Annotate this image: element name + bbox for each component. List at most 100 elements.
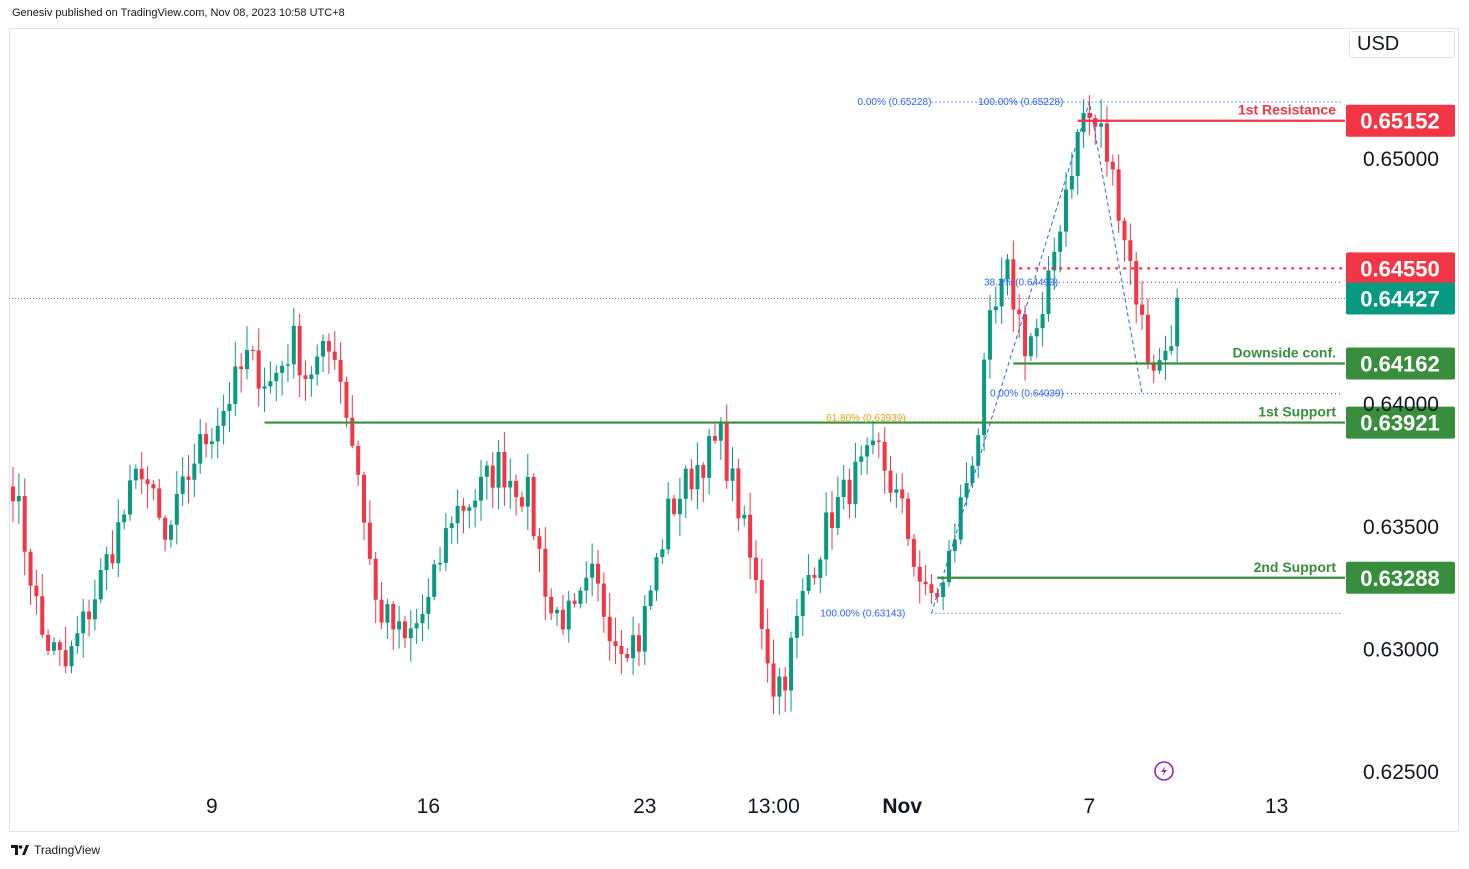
candle-body bbox=[28, 551, 33, 586]
candle-body bbox=[262, 386, 267, 389]
candle-body bbox=[859, 456, 864, 462]
candle-body bbox=[876, 440, 881, 442]
candle-body bbox=[496, 451, 501, 488]
candle-body bbox=[894, 489, 899, 493]
candle-body bbox=[882, 441, 887, 471]
candle-body bbox=[584, 577, 589, 591]
candle-body bbox=[11, 486, 15, 502]
candle-body bbox=[947, 550, 951, 583]
candle-body bbox=[555, 609, 560, 614]
price-tag-label: 0.64550 bbox=[1360, 256, 1440, 281]
currency-selector[interactable]: USD bbox=[1349, 31, 1455, 58]
candle-body bbox=[847, 479, 852, 505]
candle-body bbox=[344, 381, 349, 418]
candle-body bbox=[888, 470, 893, 493]
candle-body bbox=[970, 465, 975, 484]
candle-body bbox=[414, 623, 419, 629]
candle-body bbox=[508, 480, 513, 488]
x-tick-label: 13:00 bbox=[747, 795, 800, 818]
candle-body bbox=[549, 596, 554, 614]
candle-body bbox=[338, 359, 343, 382]
price-tag bbox=[1346, 561, 1455, 594]
level-name: 2nd Support bbox=[1254, 559, 1337, 575]
candle-body bbox=[473, 500, 478, 508]
candle-body bbox=[701, 464, 706, 478]
candle-body bbox=[525, 476, 530, 507]
candle-body bbox=[274, 372, 279, 382]
candle-body bbox=[566, 600, 571, 630]
candle-body bbox=[168, 524, 173, 540]
candle-body bbox=[1116, 169, 1121, 221]
candle-body bbox=[420, 613, 425, 624]
x-tick-label: 9 bbox=[206, 795, 218, 818]
candle-body bbox=[987, 310, 992, 360]
x-tick-label: 16 bbox=[417, 795, 440, 818]
candle-body bbox=[771, 663, 776, 697]
candle-body bbox=[449, 523, 454, 529]
candle-body bbox=[636, 635, 641, 652]
candle-body bbox=[800, 590, 805, 617]
level-name: Downside conf. bbox=[1233, 344, 1336, 360]
candle-body bbox=[590, 563, 595, 578]
candle-body bbox=[865, 445, 870, 457]
candle-body bbox=[789, 637, 794, 691]
candle-body bbox=[502, 451, 507, 488]
price-tag-label: 0.65152 bbox=[1360, 109, 1440, 134]
candle-body bbox=[1140, 304, 1145, 315]
candle-body bbox=[1011, 259, 1016, 310]
candle-body bbox=[1017, 309, 1022, 315]
candle-body bbox=[40, 596, 45, 635]
candle-body bbox=[1151, 362, 1156, 371]
candle-body bbox=[906, 498, 911, 539]
candle-body bbox=[841, 479, 846, 497]
candle-body bbox=[531, 476, 536, 537]
candle-body bbox=[713, 436, 717, 441]
candle-body bbox=[835, 496, 840, 529]
candle-body bbox=[321, 340, 326, 357]
replay-icon[interactable] bbox=[1154, 761, 1174, 781]
candle-body bbox=[69, 646, 74, 667]
candle-body bbox=[613, 641, 618, 647]
candle-body bbox=[250, 350, 255, 352]
candle-body bbox=[596, 563, 600, 584]
candle-body bbox=[543, 548, 548, 597]
candle-body bbox=[672, 498, 677, 515]
candle-body bbox=[350, 417, 355, 446]
candle-body bbox=[1046, 270, 1051, 315]
x-tick-label: 23 bbox=[633, 795, 656, 818]
candle-body bbox=[367, 522, 372, 559]
candle-body bbox=[1099, 123, 1104, 127]
candle-body bbox=[81, 611, 86, 634]
candle-body bbox=[952, 539, 957, 551]
candle-body bbox=[642, 606, 647, 652]
candle-body bbox=[1058, 231, 1063, 252]
candle-body bbox=[280, 365, 285, 373]
candle-body bbox=[63, 650, 68, 667]
candle-body bbox=[724, 423, 729, 481]
candle-body bbox=[362, 474, 366, 523]
candle-body bbox=[818, 559, 823, 578]
candle-body bbox=[1040, 314, 1045, 329]
candle-body bbox=[601, 583, 606, 617]
candle-body bbox=[467, 507, 472, 511]
fib-label: 100.00% (0.63143) bbox=[820, 608, 905, 619]
candle-body bbox=[1128, 240, 1133, 261]
candle-body bbox=[139, 468, 144, 480]
candle-body bbox=[432, 564, 437, 597]
candle-body bbox=[759, 580, 764, 629]
candle-body bbox=[391, 604, 396, 630]
candle-body bbox=[198, 434, 203, 464]
candle-body bbox=[315, 356, 320, 375]
candle-body bbox=[227, 403, 232, 411]
candle-body bbox=[128, 480, 132, 515]
candle-body bbox=[748, 514, 753, 558]
candle-body bbox=[221, 410, 226, 426]
price-tag-label: 0.63288 bbox=[1360, 566, 1440, 591]
candle-body bbox=[122, 514, 127, 523]
candle-body bbox=[87, 611, 92, 620]
candle-body bbox=[993, 306, 998, 311]
candle-body bbox=[707, 436, 712, 478]
price-tag bbox=[1346, 406, 1455, 439]
candle-body bbox=[1157, 360, 1162, 371]
